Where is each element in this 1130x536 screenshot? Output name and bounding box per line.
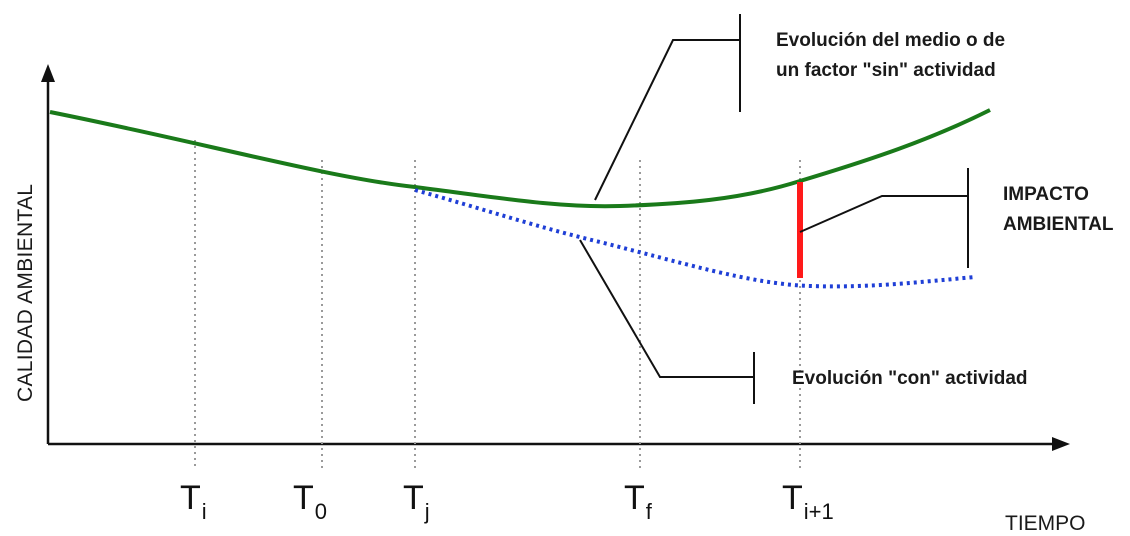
tick-label-tj: Tj [403,479,430,524]
label-sin-line1: Evolución del medio o de [776,30,1006,51]
callout-sin-leader [594,39,740,201]
y-axis-label: CALIDAD AMBIENTAL [14,183,37,402]
callout-con-leader [579,239,754,378]
tick-label-t0: T0 [293,479,328,524]
y-axis-arrow [41,64,55,82]
label-sin-line2: un factor "sin" actividad [776,60,996,81]
x-axis-arrow [1052,437,1070,451]
tick-label-ti1: Ti+1 [782,479,834,524]
curve-sin-actividad [49,108,991,209]
x-axis-label: TIEMPO [1005,512,1086,535]
label-impacto-ambiental: IMPACTO AMBIENTAL [1003,180,1113,240]
label-con-actividad: Evolución "con" actividad [792,368,1028,389]
curve-con-actividad [414,188,976,289]
tick-label-tf: Tf [624,479,652,524]
label-sin-actividad: Evolución del medio o de un factor "sin"… [776,26,1005,86]
callout-impact-leader [799,195,968,233]
label-impact-line1: IMPACTO [1003,184,1089,205]
label-impact-line2: AMBIENTAL [1003,214,1114,235]
tick-label-ti: Ti [180,479,207,524]
